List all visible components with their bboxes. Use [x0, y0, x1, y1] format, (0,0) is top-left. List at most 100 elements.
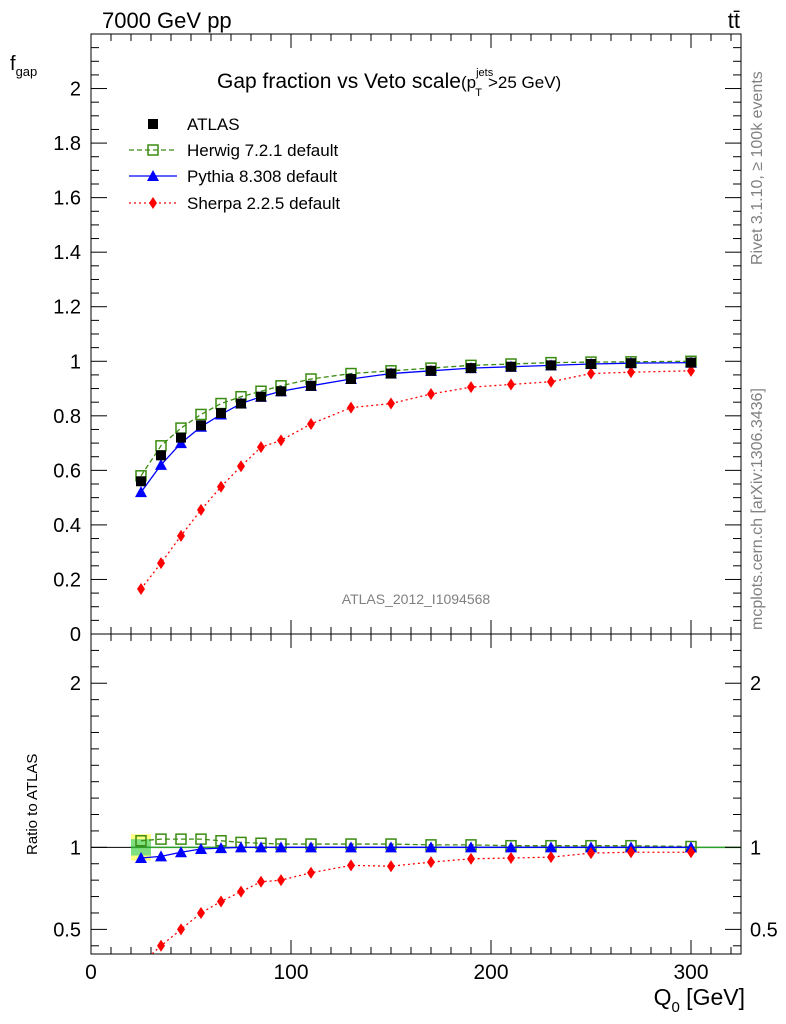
sherpa-main-point [217, 480, 225, 493]
sherpa-main-point [547, 375, 555, 388]
atlas-main-point [236, 398, 246, 409]
atlas-main-point [176, 432, 186, 443]
herwig-ratio-point [175, 833, 187, 845]
y-ratio-tick-label-right: 0.5 [750, 919, 778, 941]
sherpa-main-point [157, 557, 165, 570]
pythia-ratio-point [545, 841, 557, 853]
axis-ticks [90, 33, 741, 954]
sherpa-ratio-point [277, 874, 285, 887]
herwig-main-point [195, 408, 207, 421]
sherpa-main-point [277, 434, 285, 447]
legend-entry-sherpa: Sherpa 2.2.5 default [129, 194, 340, 213]
sherpa-main-point [687, 364, 695, 377]
atlas-main-point [156, 450, 166, 461]
y-main-tick-label: 0.2 [53, 569, 81, 591]
pythia-main-line [140, 361, 692, 493]
sherpa-main-point [387, 397, 395, 410]
ratio-panel-series [135, 833, 697, 954]
pythia-ratio-point [585, 841, 597, 853]
y-main-tick-label: 1.8 [53, 133, 81, 155]
cut-suffix: >25 GeV) [488, 73, 561, 92]
sherpa-ratio-point [157, 939, 165, 952]
analysis-id-label: ATLAS_2012_I1094568 [342, 591, 491, 607]
pythia-ratio-point [195, 842, 207, 854]
y-ratio-tick-label: 1 [70, 837, 81, 859]
y-ratio-tick-label-right: 2 [750, 673, 761, 695]
rivet-side-label: Rivet 3.1.10, ≥ 100k events [749, 71, 766, 265]
sherpa-main-point [427, 388, 435, 400]
legend-entry-herwig: Herwig 7.2.1 default [129, 141, 338, 160]
sherpa-ratio-point [197, 906, 205, 919]
sherpa-ratio-point [587, 847, 595, 860]
pythia-ratio-point [505, 841, 517, 853]
atlas-main-point [216, 408, 226, 419]
legend-label-herwig: Herwig 7.2.1 default [187, 141, 338, 160]
herwig-ratio-line [140, 838, 692, 848]
y-main-tick-label: 1.4 [53, 242, 81, 264]
atlas-main-point [546, 360, 556, 371]
atlas-main-point [386, 368, 396, 379]
sherpa-ratio-point [387, 860, 395, 873]
cut-prefix: (p [461, 73, 476, 92]
atlas-main-point [686, 357, 696, 368]
atlas-main-point [626, 358, 636, 369]
x-tick-label: 200 [473, 961, 508, 984]
sherpa-ratio-point [687, 846, 695, 859]
series-layer [135, 355, 697, 954]
x-axis-label: Q0 [GeV] [654, 984, 745, 1016]
pythia-ratio-point [255, 841, 267, 853]
y-ratio-tick-label: 2 [70, 673, 81, 695]
sherpa-main-point [307, 418, 315, 430]
herwig-ratio-point [135, 835, 147, 847]
legend-label-sherpa: Sherpa 2.2.5 default [187, 194, 340, 213]
sherpa-main-point [467, 381, 475, 394]
sherpa-main-point [587, 367, 595, 380]
sherpa-ratio-point [257, 875, 265, 888]
sherpa-ratio-point [307, 866, 315, 879]
pythia-main-point [155, 458, 167, 470]
x-tick-label: 0 [85, 961, 97, 984]
y-main-tick-label: 1.2 [53, 297, 81, 319]
sherpa-ratio-point [467, 852, 475, 865]
sherpa-main-point [197, 503, 205, 516]
atlas-main-point [346, 374, 356, 384]
pythia-ratio-point [305, 841, 317, 853]
legend-marker-atlas [148, 119, 158, 129]
sherpa-ratio-line [150, 851, 691, 954]
main-panel-series [135, 355, 697, 595]
y-main-tick-label: 0.4 [53, 515, 81, 537]
atlas-main-point [306, 380, 316, 391]
y-main-tick-label: 0 [70, 624, 81, 646]
sherpa-main-point [347, 401, 355, 414]
sherpa-ratio-point [427, 856, 435, 869]
y-ratio-tick-label-right: 1 [750, 837, 761, 859]
atlas-main-point [586, 359, 596, 369]
pythia-ratio-point [465, 841, 477, 853]
plot-title: Gap fraction vs Veto scale(pjets T>25 GeV… [217, 67, 561, 99]
axis-tick-labels: 0 100 200 300 0 0.2 0.4 0.6 0.8 1 1.2 1.4 1.6 1.8 2 0.5… [53, 79, 778, 984]
sherpa-ratio-point [237, 885, 245, 898]
sherpa-ratio-point [217, 895, 225, 908]
process-label: tt̄ [728, 8, 740, 33]
sherpa-ratio-point [347, 859, 355, 872]
pythia-ratio-point [385, 841, 397, 853]
pythia-ratio-point [175, 846, 187, 858]
herwig-main-line [140, 360, 692, 477]
atlas-main-point [256, 391, 266, 402]
y-main-tick-label: 1.6 [53, 188, 81, 210]
legend-label-pythia: Pythia 8.308 default [187, 167, 338, 186]
pythia-ratio-point [215, 842, 227, 854]
y-ratio-axis-label: Ratio to ATLAS [24, 754, 41, 855]
pythia-ratio-point [235, 841, 247, 853]
y-ratio-tick-label: 0.5 [53, 919, 81, 941]
sherpa-main-point [627, 366, 635, 379]
sherpa-main-point [137, 583, 145, 595]
legend: ATLAS Herwig 7.2.1 default Pythia 8.308 de… [129, 115, 340, 213]
y-main-axis-label: fgap [10, 53, 37, 79]
y-main-tick-label: 1 [70, 351, 81, 373]
y-main-tick-label: 0.8 [53, 406, 81, 428]
x-tick-label: 300 [673, 961, 708, 984]
legend-marker-herwig [147, 144, 159, 156]
sherpa-main-point [237, 460, 245, 473]
